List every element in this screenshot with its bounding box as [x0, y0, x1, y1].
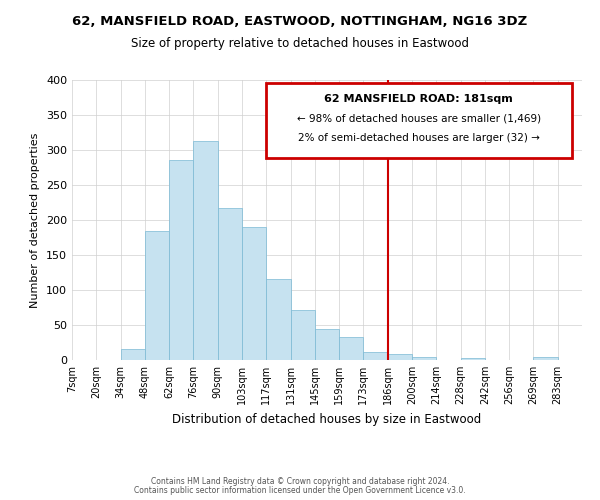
Bar	[339, 337, 364, 360]
Bar	[145, 231, 169, 360]
Text: 62 MANSFIELD ROAD: 181sqm: 62 MANSFIELD ROAD: 181sqm	[325, 94, 513, 104]
Text: Size of property relative to detached houses in Eastwood: Size of property relative to detached ho…	[131, 38, 469, 51]
Bar	[461, 358, 485, 360]
Bar	[412, 356, 436, 360]
Bar	[364, 352, 388, 360]
Text: 2% of semi-detached houses are larger (32) →: 2% of semi-detached houses are larger (3…	[298, 133, 540, 143]
Bar	[388, 354, 412, 360]
Bar	[315, 328, 339, 360]
Bar	[121, 349, 145, 360]
Bar	[533, 356, 558, 360]
Bar	[290, 310, 315, 360]
Bar	[218, 208, 242, 360]
Bar	[242, 227, 266, 360]
Text: ← 98% of detached houses are smaller (1,469): ← 98% of detached houses are smaller (1,…	[297, 114, 541, 124]
Text: Contains HM Land Registry data © Crown copyright and database right 2024.: Contains HM Land Registry data © Crown c…	[151, 477, 449, 486]
Text: Contains public sector information licensed under the Open Government Licence v3: Contains public sector information licen…	[134, 486, 466, 495]
Bar	[266, 279, 290, 360]
X-axis label: Distribution of detached houses by size in Eastwood: Distribution of detached houses by size …	[172, 412, 482, 426]
Y-axis label: Number of detached properties: Number of detached properties	[31, 132, 40, 308]
FancyBboxPatch shape	[266, 83, 572, 158]
Bar	[169, 160, 193, 360]
Bar	[193, 141, 218, 360]
Text: 62, MANSFIELD ROAD, EASTWOOD, NOTTINGHAM, NG16 3DZ: 62, MANSFIELD ROAD, EASTWOOD, NOTTINGHAM…	[73, 15, 527, 28]
